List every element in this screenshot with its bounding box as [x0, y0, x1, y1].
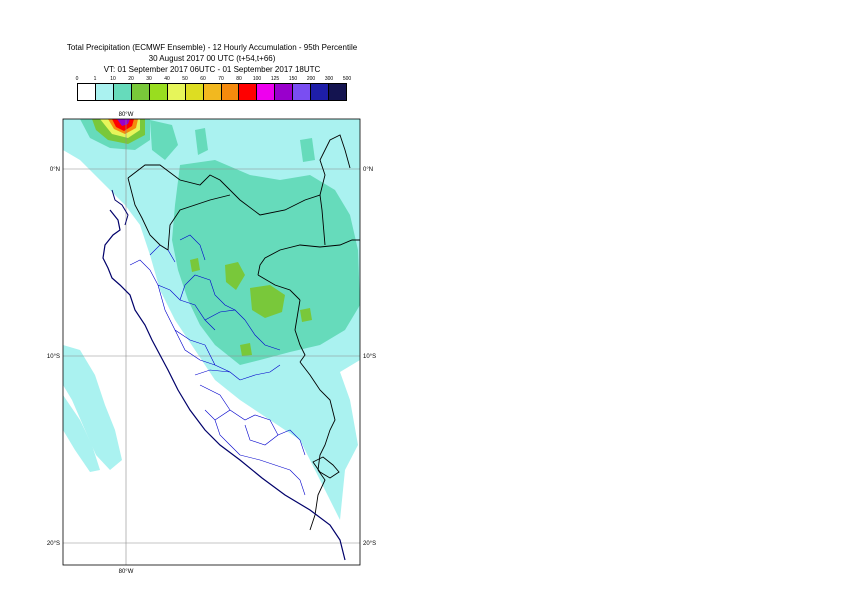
legend-swatch	[113, 84, 132, 100]
legend-swatch	[131, 84, 150, 100]
lat-label-left-0n: 0°N	[50, 167, 60, 173]
precip-band-0-1	[63, 190, 110, 245]
legend-swatch	[311, 84, 330, 100]
map-valid-time: VT: 01 September 2017 06UTC - 01 Septemb…	[103, 65, 321, 74]
legend-swatch	[275, 84, 294, 100]
lon-label-bottom: 80°W	[119, 569, 134, 575]
legend-swatch	[167, 84, 186, 100]
legend-label: 30	[146, 76, 152, 82]
legend-swatch	[239, 84, 258, 100]
legend-label: 40	[164, 76, 170, 82]
precip-band-20-30	[225, 262, 245, 290]
lat-label-right-0n: 0°N	[363, 167, 373, 173]
precip-band-20-30	[300, 308, 312, 322]
precip-band-0-1	[63, 250, 150, 360]
legend-swatch	[95, 84, 114, 100]
precip-band-20-30	[240, 343, 252, 356]
legend-swatch	[221, 84, 240, 100]
precip-band-1-10	[63, 345, 122, 470]
legend-swatch	[257, 84, 276, 100]
admin-borders	[129, 234, 306, 496]
legend-label: 500	[342, 76, 352, 82]
precipitation-field	[63, 119, 360, 565]
legend-label: 70	[218, 76, 224, 82]
precip-band-20-30	[190, 258, 200, 272]
legend-swatch	[203, 84, 222, 100]
precip-band-10-20	[300, 138, 315, 162]
legend-swatch	[293, 84, 312, 100]
lat-label-right-10s: 10°S	[363, 354, 376, 360]
legend-label: 125	[270, 76, 280, 82]
map-frame	[62, 118, 361, 566]
legend-label: 0	[75, 76, 79, 82]
legend-label: 150	[288, 76, 298, 82]
legend-label: 80	[236, 76, 242, 82]
legend-label: 1	[93, 76, 97, 82]
legend-swatch	[185, 84, 204, 100]
legend-label: 60	[200, 76, 206, 82]
map-title: Total Precipitation (ECMWF Ensemble) - 1…	[66, 43, 358, 52]
precip-band-0-1	[63, 470, 200, 565]
coastline	[102, 209, 346, 561]
precip-band-10-20	[150, 120, 178, 160]
precip-band-10-20	[172, 160, 360, 365]
precip-band-10-20	[335, 228, 354, 242]
legend-label: 20	[128, 76, 134, 82]
precip-band-20-30	[250, 285, 285, 318]
legend-label: 300	[324, 76, 334, 82]
color-legend: 0 1 10 20 30 40 50 60 70 80 100 125 150 200 300 500	[75, 76, 351, 102]
precip-band-1-10	[63, 395, 100, 472]
legend-swatch	[78, 84, 96, 100]
legend-label: 50	[182, 76, 188, 82]
legend-swatch	[149, 84, 168, 100]
coastline-north	[111, 189, 129, 226]
precip-band-0-1	[130, 380, 300, 565]
legend-color-bar	[77, 83, 347, 101]
legend-label: 100	[252, 76, 262, 82]
lat-label-left-10s: 10°S	[47, 354, 60, 360]
legend-swatch	[329, 84, 347, 100]
map-base-time: 30 August 2017 00 UTC (t+54,t+66)	[148, 54, 276, 63]
lat-label-right-20s: 20°S	[363, 541, 376, 547]
lon-label-top: 80°W	[119, 112, 134, 118]
graticule	[63, 119, 360, 565]
legend-label: 200	[306, 76, 316, 82]
legend-label: 10	[110, 76, 116, 82]
precip-band-125-150	[117, 119, 130, 126]
national-borders	[127, 134, 360, 531]
lat-label-left-20s: 20°S	[47, 541, 60, 547]
precip-band-10-20	[195, 128, 208, 155]
